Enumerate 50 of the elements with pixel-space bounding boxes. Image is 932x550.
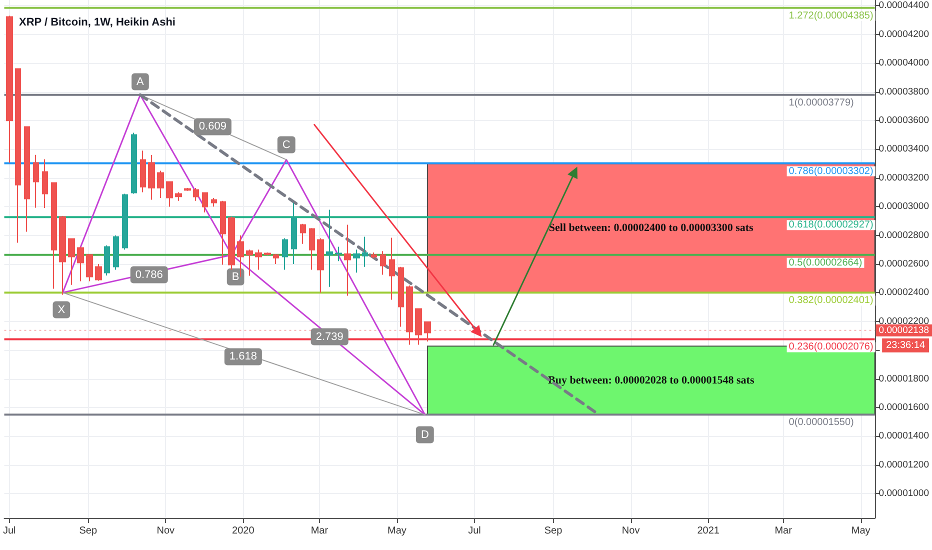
ref-line-label: 1(0.00003779) <box>788 97 854 108</box>
y-tick-label: 0.00002800 <box>878 230 930 241</box>
x-tick-label: May <box>388 526 406 536</box>
y-tick-label: 0.00001000 <box>878 488 930 500</box>
band-label: Sell between: 0.00002400 to 0.00003300 sats <box>548 222 754 234</box>
annotation: 2.739 <box>316 330 344 343</box>
x-tick-label: 2020 <box>232 526 255 536</box>
text: 23:36:14 <box>886 340 926 351</box>
x-tick-label: Mar <box>774 526 793 536</box>
text: XRP / Bitcoin, 1W, Heikin Ashi <box>19 16 176 28</box>
x-tick-label: Sep <box>544 526 563 536</box>
x-tick-label: Nov <box>156 526 175 536</box>
x-tick-label: Jul <box>2 526 16 536</box>
y-tick-label: 0.00004000 <box>878 58 930 69</box>
y-tick-label: 0.00003800 <box>878 86 930 98</box>
y-tick-label: 0.00003600 <box>878 115 930 126</box>
x-tick-label: Jul <box>468 526 481 536</box>
annotation: 1.618 <box>229 350 257 363</box>
y-tick-label: 0.00004400 <box>878 0 930 12</box>
y-tick-label: 0.00001800 <box>878 373 930 384</box>
x-tick-label: 2021 <box>697 526 720 536</box>
y-tick-label: 0.00002600 <box>878 258 930 270</box>
y-tick-label: 0.00001400 <box>878 430 930 442</box>
x-tick-label: Mar <box>310 526 329 536</box>
ref-line-label: 0.382(0.00002401) <box>788 295 874 306</box>
annotation: X <box>58 304 66 316</box>
annotation: D <box>420 428 429 441</box>
ref-line-label: 1.272(0.00004385) <box>788 10 874 22</box>
annotation: 0.786 <box>135 268 163 281</box>
y-tick-label: 0.00002200 <box>878 316 930 327</box>
x-tick-label: Sep <box>79 526 98 536</box>
x-tick-label: May <box>851 526 870 536</box>
ref-line-label: 0.786(0.00003302) <box>788 166 874 177</box>
y-tick-label: 0.00001600 <box>878 402 930 414</box>
annotation: 0.609 <box>198 120 226 133</box>
ref-line-label: 0.236(0.00002076) <box>788 342 874 353</box>
ref-line-label: 0.5(0.00002664) <box>788 257 862 268</box>
x-tick-label: Nov <box>622 526 640 536</box>
annotation: A <box>136 76 145 88</box>
y-tick-label: 0.00003400 <box>878 144 930 155</box>
y-tick-label: 0.00001200 <box>878 459 930 470</box>
y-tick-label: 0.00003200 <box>878 172 930 184</box>
annotation: B <box>232 270 240 283</box>
ref-line-label: 0(0.00001550) <box>788 417 854 428</box>
y-tick-label: 0.00004200 <box>878 28 930 40</box>
y-tick-label: 0.00002400 <box>878 287 930 298</box>
annotation: C <box>282 138 290 151</box>
ref-line-label: 0.00002138 <box>878 324 930 336</box>
y-tick-label: 0.00003000 <box>878 201 930 212</box>
ref-line-label: 0.618(0.00002927) <box>788 220 874 231</box>
